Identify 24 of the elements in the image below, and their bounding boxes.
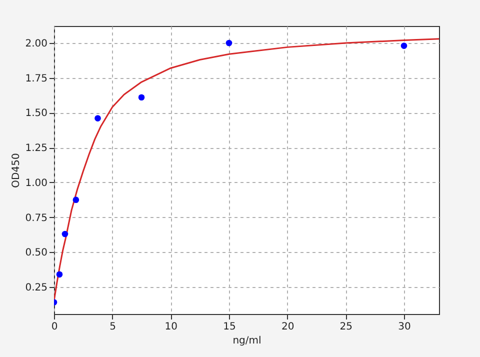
x-tick-label: 0	[51, 322, 58, 332]
point	[226, 40, 232, 46]
y-tick-label: 0.25	[25, 282, 48, 294]
point	[72, 196, 80, 203]
x-tick-label: 15	[223, 322, 236, 332]
y-tick-label: 1.00	[25, 178, 48, 189]
x-tick-label: 25	[340, 322, 353, 332]
y-tick-label: 2.00	[25, 38, 48, 50]
point	[400, 42, 408, 49]
x-tick-label: 20	[281, 322, 294, 332]
y-tick-label: 1.50	[25, 108, 48, 120]
y-tick-label: 0.50	[25, 248, 48, 259]
point	[138, 94, 145, 101]
y-axis-title: OD450	[11, 153, 22, 188]
y-tick-label: 1.25	[25, 143, 48, 154]
x-tick-label: 10	[164, 322, 178, 332]
x-tick-label: 30	[398, 322, 411, 332]
x-tick-label: 5	[110, 322, 116, 332]
x-axis-title: ng/ml	[232, 336, 262, 346]
point	[56, 271, 63, 278]
point	[62, 230, 68, 238]
y-tick-label: 1.75	[25, 73, 48, 84]
point	[94, 115, 101, 122]
y-tick-label: 0.75	[25, 212, 48, 224]
